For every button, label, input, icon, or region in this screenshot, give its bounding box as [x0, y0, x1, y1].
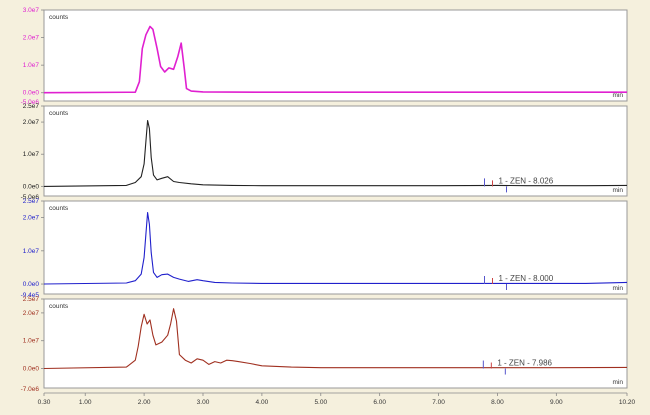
- panel-3-ytick-label: 2.5e7: [23, 198, 40, 205]
- panel-3-peak-label: 1 - ZEN - 8.000: [499, 274, 554, 283]
- panel-1-frame: [43, 9, 628, 102]
- panel-1-ytick-label: 1.0e7: [23, 62, 40, 69]
- panel-4-xunit: min: [613, 379, 624, 386]
- panel-2-xunit: min: [613, 187, 624, 194]
- panel-3-xunit: min: [613, 285, 624, 292]
- x-tick-label: 7.00: [432, 399, 445, 406]
- panel-1-series-line: [43, 25, 627, 94]
- panel-4-frame: [43, 298, 628, 389]
- panel-1-ytick-label: 0.0e0: [23, 90, 40, 97]
- panel-2-ylabel: counts: [49, 110, 69, 117]
- x-tick-label: 10.20: [619, 399, 636, 406]
- panel-3-frame: [43, 200, 628, 295]
- panel-3-ylabel: counts: [49, 205, 69, 212]
- panel-1-ytick-label: 3.0e7: [23, 7, 40, 14]
- panel-3-ytick-label: 2.0e7: [23, 215, 40, 222]
- x-tick-label: 9.00: [550, 399, 563, 406]
- panel-1-ytick-bottom: -5.0e6: [21, 99, 40, 106]
- x-tick-label: 8.00: [491, 399, 504, 406]
- panel-3-ytick-label: 1.0e7: [23, 248, 40, 255]
- x-tick-label: 5.00: [314, 399, 327, 406]
- panel-2-ytick-bottom: -5.0e6: [21, 194, 40, 201]
- panel-1-ylabel: counts: [49, 14, 69, 21]
- panel-2-ytick-label: 2.0e7: [23, 119, 40, 126]
- x-tick-label: 0.30: [38, 399, 51, 406]
- x-tick-label: 3.00: [197, 399, 210, 406]
- panel-4-ytick-label: 2.0e7: [23, 310, 40, 317]
- panel-3-ytick-label: 0.0e0: [23, 281, 40, 288]
- panel-4-ytick-bottom: -7.0e6: [21, 386, 40, 393]
- x-tick-label: 6.00: [373, 399, 386, 406]
- panel-1-ytick-label: 2.0e7: [23, 35, 40, 42]
- panel-3-series-line: [43, 212, 628, 285]
- panel-2-ytick-label: 0.0e0: [23, 183, 40, 190]
- x-tick-label: 1.00: [79, 399, 92, 406]
- panel-3-ytick-bottom: -9.4e5: [21, 292, 40, 299]
- x-tick-label: 4.00: [256, 399, 269, 406]
- panel-4-ytick-label: 0.0e0: [23, 366, 40, 373]
- x-tick-label: 2.00: [138, 399, 151, 406]
- panel-4-ytick-label: 1.0e7: [23, 338, 40, 345]
- panel-1-xunit: min: [613, 92, 624, 99]
- panel-2-ytick-label: 1.0e7: [23, 151, 40, 158]
- panel-2-peak-label: 1 - ZEN - 8.026: [499, 176, 554, 185]
- panel-4-series-line: [43, 308, 628, 370]
- panel-2-frame: [43, 105, 628, 197]
- panel-4-ylabel: counts: [49, 303, 69, 310]
- panel-4-peak-label: 1 - ZEN - 7.986: [497, 359, 552, 368]
- panel-4-ytick-label: 2.5e7: [23, 296, 40, 303]
- panel-2-ytick-label: 2.5e7: [23, 103, 40, 110]
- panel-2-series-line: [43, 119, 628, 187]
